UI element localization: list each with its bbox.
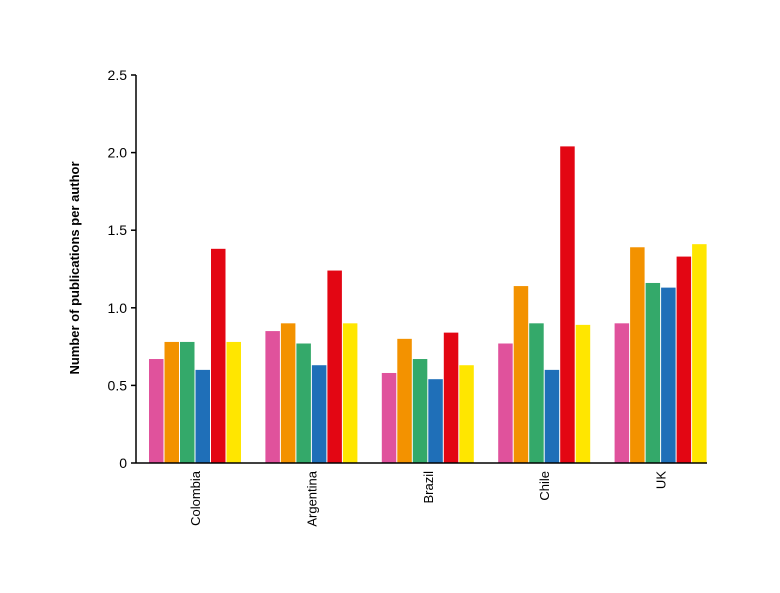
- bar-brazil-1: [381, 372, 397, 463]
- bar-chile-1: [498, 343, 513, 463]
- bar-argentina-5: [327, 270, 342, 463]
- bar-argentina-6: [342, 323, 358, 463]
- y-axis: 0 0.5 1.0 1.5 2.0 2.5: [108, 67, 137, 471]
- bar-argentina-2: [280, 323, 296, 463]
- bar-argentina-3: [296, 343, 311, 463]
- bar-colombia-5: [211, 248, 226, 463]
- x-tick-label: UK: [654, 471, 669, 489]
- bar-uk-2: [630, 247, 645, 463]
- bar-uk-6: [692, 244, 707, 463]
- bar-uk-1: [614, 323, 630, 463]
- bar-argentina-1: [265, 331, 280, 463]
- x-tick-label: Chile: [537, 471, 552, 501]
- bar-colombia-2: [164, 341, 179, 463]
- bar-uk-4: [661, 287, 676, 463]
- bars-layer: [149, 146, 707, 463]
- bar-brazil-3: [412, 359, 428, 463]
- y-tick-label: 2.0: [108, 145, 128, 161]
- bar-chile-2: [513, 286, 529, 463]
- bar-colombia-6: [226, 341, 241, 463]
- x-tick-label: Colombia: [188, 470, 203, 526]
- bar-uk-5: [676, 256, 692, 463]
- y-tick-label: 1.5: [108, 222, 128, 238]
- x-tick-label: Brazil: [421, 471, 436, 504]
- bar-colombia-1: [149, 359, 164, 463]
- bar-colombia-4: [195, 369, 210, 463]
- bar-chile-5: [560, 146, 575, 463]
- y-tick-label: 2.5: [108, 67, 128, 83]
- bar-chile-3: [529, 323, 544, 463]
- y-tick-label: 0: [119, 455, 127, 471]
- bar-brazil-4: [428, 379, 443, 463]
- y-tick-label: 0.5: [108, 377, 128, 393]
- bar-brazil-6: [459, 365, 474, 463]
- bar-uk-3: [645, 282, 661, 463]
- x-axis: Colombia Argentina Brazil Chile UK: [136, 462, 707, 527]
- bar-colombia-3: [180, 341, 195, 463]
- bar-chile-4: [544, 369, 560, 463]
- bar-chile-6: [575, 324, 591, 463]
- bar-brazil-5: [443, 332, 459, 463]
- bar-argentina-4: [311, 365, 327, 463]
- y-axis-title: Number of publications per author: [67, 161, 82, 374]
- y-tick-label: 1.0: [108, 300, 128, 316]
- bar-brazil-2: [397, 338, 412, 463]
- x-tick-label: Argentina: [304, 470, 319, 526]
